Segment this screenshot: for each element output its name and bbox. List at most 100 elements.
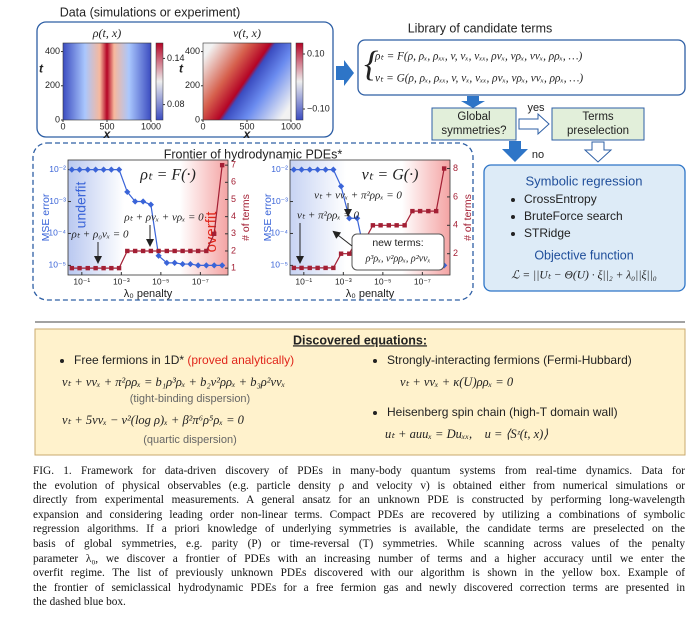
arrow (583, 141, 613, 163)
y2-tick-label: 4 (231, 211, 236, 221)
x-tick-label: 10⁻¹ (295, 276, 312, 286)
terms-point (315, 265, 320, 271)
y-tick-label: 10⁻⁴ (48, 228, 66, 238)
terms-point (132, 248, 138, 254)
mse-point (115, 166, 123, 173)
objective-title: Objective function (534, 248, 633, 262)
annotation: ρₜ + ρvₓ + vρₓ = 0 (123, 212, 204, 224)
box-label: Terms (582, 111, 614, 123)
data-title: Data (simulations or experiment) (60, 5, 241, 19)
terms-point (156, 248, 161, 254)
y2-tick-label: 5 (231, 194, 236, 204)
y-tick-label: 400 (45, 46, 60, 56)
frontier-plots: 10⁻¹ 10⁻³ 10⁻⁵ 10⁻⁷ 10⁻² 10⁻³ 10⁻⁴ 10⁻⁵ 1 2 3 4 5 6 7 M… (40, 160, 474, 300)
terms-point (441, 166, 447, 171)
heatmap (202, 42, 292, 121)
mse-point (124, 188, 131, 196)
mse-point (76, 166, 83, 173)
terms-point (85, 265, 90, 271)
x-label: x (103, 127, 112, 141)
caption-line: overfit regime. The list of previously u… (33, 567, 685, 580)
terms-point (402, 223, 407, 228)
x-label: λ₀ penalty (346, 288, 395, 300)
caption-line: expansion and considering leading order … (33, 508, 685, 521)
y-label: MSE error (262, 193, 274, 241)
arrow (518, 112, 550, 136)
box-label: preselection (567, 125, 629, 137)
caption-line: the frontier of semiclassical hydrodynam… (33, 581, 685, 594)
y-tick-label: 200 (185, 80, 200, 90)
system: Free fermions in 1D* (proved analyticall… (74, 353, 294, 367)
frontier-title: Frontier of hydrodynamic PDEs* (164, 147, 343, 161)
colorbar-tick-label: 0.08 (167, 99, 185, 109)
terms-point (433, 208, 439, 214)
heatmap-title: ρ(t, x) (92, 26, 121, 40)
bullet (511, 232, 515, 236)
x-tick-label: 10⁻³ (335, 276, 352, 286)
terms-point (307, 265, 312, 271)
yes-label: yes (527, 102, 545, 114)
terms-point (195, 248, 201, 254)
x-tick-label: 0 (60, 121, 65, 131)
overfit-label: overfit (203, 211, 220, 253)
terms-point (140, 248, 146, 254)
terms-point (426, 208, 431, 214)
terms-point (331, 265, 336, 271)
y2-label: # of terms (240, 194, 252, 241)
caption-line: directly from experimental measurements.… (33, 494, 685, 507)
y2-tick-label: 6 (453, 191, 458, 201)
mse-point (92, 166, 99, 173)
new-terms-box (351, 233, 445, 271)
data-box (36, 21, 334, 138)
x-label: x (243, 127, 252, 141)
method: BruteForce search (524, 209, 623, 223)
terms-point (219, 162, 225, 168)
terms-point (299, 265, 304, 271)
caption-line: the dashed blue box. (33, 596, 126, 609)
plot-equation: vₜ = G(·) (362, 167, 419, 184)
equation: ρₜ = F(ρ, ρₓ, ρₓₓ, v, vₓ, vₓₓ, ρvₓ, vρₓ,… (374, 51, 583, 63)
mse-point (108, 166, 115, 173)
x-tick-label: 1000 (281, 121, 301, 131)
bullet (511, 215, 515, 219)
heatmap (62, 42, 152, 121)
bullet (511, 198, 515, 202)
equation: vₜ + vvₓ + π²ρρₓ = b₁ρ³ρₓ + b₂v²ρρₓ + b₃… (62, 375, 285, 389)
x-tick-label: 10⁻⁷ (414, 276, 431, 286)
caption-line: the evolution of physical observables (e… (33, 479, 685, 492)
mse-point (84, 166, 91, 173)
terms-point (109, 265, 114, 271)
arrow (461, 96, 485, 108)
terms-point (172, 248, 177, 254)
method: CrossEntropy (524, 192, 597, 206)
terms-point (211, 231, 217, 237)
terms-point (69, 265, 75, 271)
note: (proved analytically) (187, 353, 294, 367)
y-tick-label: 0 (55, 114, 60, 124)
arrow (336, 60, 354, 86)
terms-point (386, 223, 392, 228)
equation-note: (tight-binding dispersion) (130, 393, 250, 405)
bullet (373, 411, 377, 415)
title-bg (168, 148, 338, 162)
terms-point (323, 265, 328, 271)
equation: vₜ + 5vvₓ − v²(log ρ)ₓ + β²π⁶ρ⁵ρₓ = 0 (62, 413, 245, 427)
system-name: Free fermions in 1D* (74, 353, 184, 367)
x-tick-label: 10⁻⁵ (152, 276, 169, 286)
plot-background (67, 159, 229, 276)
x-tick-label: 10⁻¹ (73, 276, 90, 286)
x-tick-label: 1000 (141, 121, 161, 131)
x-label: λ₀ penalty (124, 288, 173, 300)
terms-point (370, 223, 376, 228)
mse-point (337, 183, 345, 190)
y2-tick-label: 6 (231, 177, 236, 187)
library-box (357, 39, 686, 96)
terms-point (204, 248, 209, 254)
equation-note: (quartic dispersion) (143, 434, 237, 446)
x-tick-label: 500 (239, 121, 254, 131)
mse-point (68, 166, 75, 173)
system: Heisenberg spin chain (high-T domain wal… (387, 405, 618, 419)
terms-point (93, 265, 98, 271)
box-label: symmetries? (441, 125, 506, 137)
new-terms-title: new terms: (372, 237, 423, 249)
